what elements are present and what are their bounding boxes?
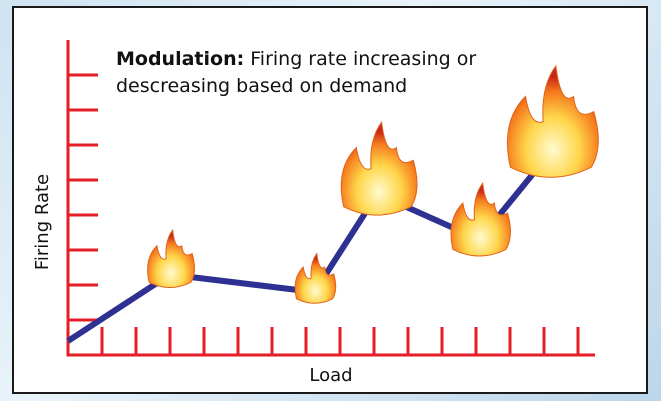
x-axis-label: Load [309, 365, 352, 386]
flame [451, 183, 510, 256]
flame [148, 230, 195, 287]
annotation-label: Modulation: [116, 48, 244, 70]
y-axis-label: Firing Rate [32, 174, 53, 270]
page: {"chart_data": {"type": "line", "annotat… [0, 0, 661, 401]
flame [295, 254, 336, 304]
annotation: Modulation: Firing rate increasing or de… [116, 46, 536, 100]
flame [341, 122, 417, 215]
